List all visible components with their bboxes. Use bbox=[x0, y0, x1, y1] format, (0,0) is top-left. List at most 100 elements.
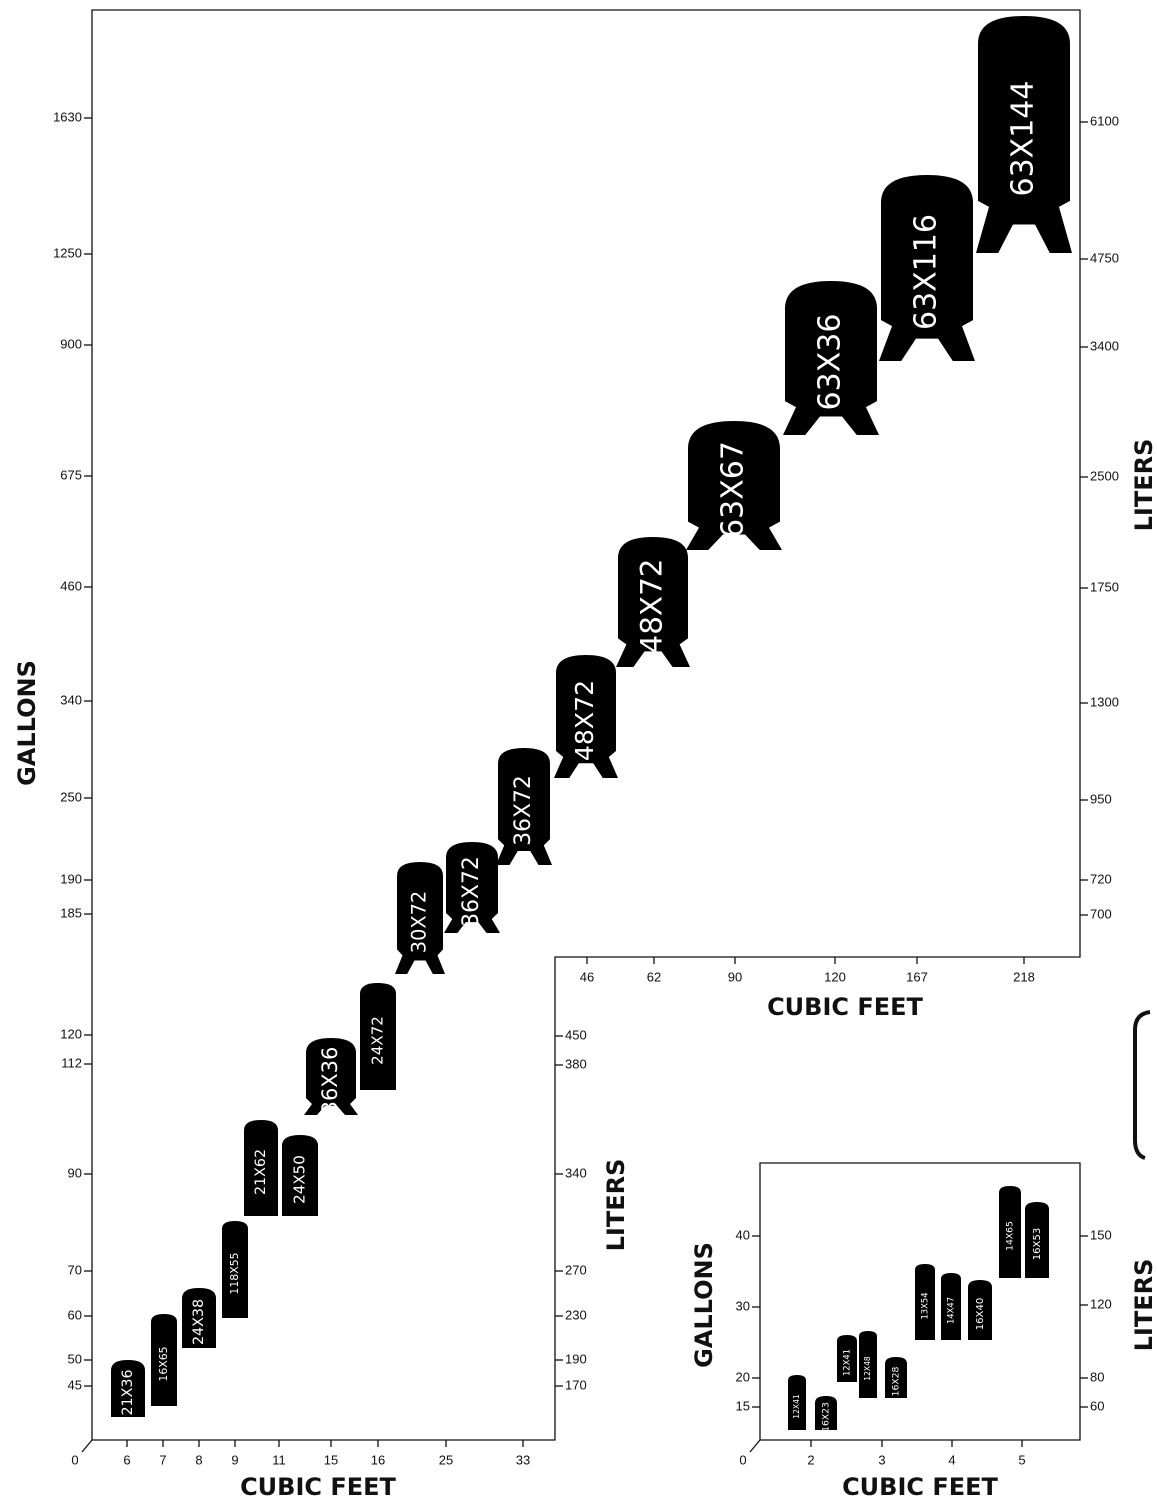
x-tick-label: 8 bbox=[195, 1452, 202, 1467]
y2-tick-label: 80 bbox=[1090, 1369, 1104, 1384]
y2-tick-label: 120 bbox=[1090, 1296, 1112, 1311]
tank bbox=[941, 1273, 961, 1340]
tank-label: 118X55 bbox=[228, 1252, 241, 1294]
tank bbox=[859, 1331, 877, 1398]
tank-label: 12X41 bbox=[792, 1394, 801, 1419]
tank bbox=[815, 1396, 837, 1430]
y-tick-label: 45 bbox=[68, 1377, 82, 1392]
tank bbox=[244, 1120, 278, 1216]
y-tick-label: 30 bbox=[736, 1298, 750, 1313]
tank-label: 16X53 bbox=[1032, 1228, 1043, 1261]
x-tick-label: 16 bbox=[371, 1452, 385, 1467]
y-tick-label: 15 bbox=[736, 1398, 750, 1413]
y-tick-label: 1630 bbox=[53, 109, 82, 124]
tank bbox=[395, 862, 445, 974]
y-tick-label: 20 bbox=[736, 1369, 750, 1384]
tank-label: 24X38 bbox=[191, 1299, 207, 1345]
y-tick-label: 460 bbox=[60, 578, 82, 593]
x-tick-label: 62 bbox=[647, 969, 661, 984]
axis-break bbox=[81, 1439, 761, 1453]
x-tick-label: 7 bbox=[159, 1452, 166, 1467]
x-tick-label: 15 bbox=[324, 1452, 338, 1467]
y-tick-label: 50 bbox=[68, 1351, 82, 1366]
tank-label: 21X36 bbox=[120, 1369, 136, 1415]
y2-tick-label: 1750 bbox=[1090, 579, 1119, 594]
x-axis-label: CUBIC FEET bbox=[240, 1473, 396, 1501]
tank-label: 16X65 bbox=[157, 1346, 170, 1381]
x-axis-label: CUBIC FEET bbox=[767, 993, 923, 1021]
x-tick-label: 11 bbox=[272, 1452, 286, 1467]
tank bbox=[783, 281, 879, 435]
tank bbox=[360, 983, 396, 1090]
tank-label: 48X72 bbox=[635, 559, 669, 654]
tank-label: 12X48 bbox=[863, 1356, 872, 1381]
tank bbox=[968, 1280, 992, 1340]
tank-label: 63X116 bbox=[909, 214, 944, 330]
y-tick-label: 70 bbox=[68, 1262, 82, 1277]
x-tick-label: 167 bbox=[906, 969, 928, 984]
y2-tick-label: 3400 bbox=[1090, 338, 1119, 353]
tank bbox=[444, 842, 500, 933]
bracket bbox=[1133, 1010, 1151, 1160]
y2-axis-label: LITERS bbox=[1130, 439, 1157, 532]
tank bbox=[879, 175, 975, 361]
y-tick-label: 190 bbox=[60, 871, 82, 886]
tank-label: 36X72 bbox=[511, 775, 536, 846]
y-tick-label: 112 bbox=[61, 1055, 82, 1070]
y2-tick-label: 170 bbox=[565, 1377, 587, 1392]
tank-label: 16X40 bbox=[975, 1298, 986, 1331]
x-tick-label: 46 bbox=[580, 969, 594, 984]
tank-label: 36X36 bbox=[318, 1047, 342, 1115]
y2-axis-label: LITERS bbox=[1130, 1259, 1157, 1352]
y-tick-label: 90 bbox=[68, 1165, 82, 1180]
tank bbox=[554, 655, 618, 778]
tank bbox=[111, 1360, 145, 1417]
tank-label: 14X65 bbox=[1005, 1221, 1016, 1251]
tank bbox=[1025, 1202, 1049, 1278]
y2-tick-label: 340 bbox=[565, 1165, 587, 1180]
y2-tick-label: 1300 bbox=[1090, 694, 1119, 709]
tank bbox=[837, 1335, 857, 1382]
tank-label: 13X54 bbox=[920, 1292, 930, 1319]
y-tick-label: 40 bbox=[736, 1227, 750, 1242]
tank-label: 16X28 bbox=[891, 1366, 902, 1396]
y2-tick-label: 380 bbox=[565, 1056, 587, 1071]
tank bbox=[304, 1038, 358, 1115]
x-tick-label: 25 bbox=[439, 1452, 453, 1467]
tank-label: 63X67 bbox=[716, 441, 751, 538]
tank bbox=[151, 1314, 177, 1406]
y2-tick-label: 450 bbox=[565, 1027, 587, 1042]
y-axis-label: GALLONS bbox=[690, 1242, 718, 1368]
y2-tick-label: 2500 bbox=[1090, 468, 1119, 483]
x-axis-label: CUBIC FEET bbox=[842, 1473, 998, 1501]
tank bbox=[182, 1288, 216, 1348]
y-tick-label: 1250 bbox=[53, 245, 82, 260]
y2-tick-label: 150 bbox=[1090, 1227, 1112, 1242]
y-tick-label: 120 bbox=[60, 1026, 82, 1041]
tank bbox=[788, 1375, 806, 1430]
y-tick-label: 60 bbox=[68, 1307, 82, 1322]
tank bbox=[282, 1135, 318, 1216]
tank-label: 63X36 bbox=[813, 314, 848, 411]
tank-label: 14X47 bbox=[946, 1297, 956, 1324]
tank bbox=[222, 1221, 248, 1318]
tank-label: 24X72 bbox=[369, 1016, 387, 1065]
y2-tick-label: 720 bbox=[1090, 871, 1112, 886]
y2-tick-label: 190 bbox=[565, 1351, 587, 1366]
tank bbox=[999, 1186, 1021, 1278]
x-tick-label: 0 bbox=[739, 1452, 746, 1467]
x-tick-label: 3 bbox=[878, 1452, 885, 1467]
tank bbox=[496, 748, 552, 865]
y2-tick-label: 230 bbox=[565, 1307, 587, 1322]
x-tick-label: 2 bbox=[807, 1452, 814, 1467]
tank bbox=[915, 1264, 935, 1340]
x-tick-label: 0 bbox=[71, 1452, 78, 1467]
tank-label: 16X23 bbox=[821, 1402, 832, 1432]
tank bbox=[885, 1357, 907, 1398]
x-tick-label: 6 bbox=[123, 1452, 130, 1467]
y-tick-label: 250 bbox=[60, 789, 82, 804]
y2-tick-label: 270 bbox=[565, 1262, 587, 1277]
x-tick-label: 218 bbox=[1013, 969, 1035, 984]
main-frame bbox=[91, 9, 1081, 1441]
tank bbox=[686, 421, 782, 550]
